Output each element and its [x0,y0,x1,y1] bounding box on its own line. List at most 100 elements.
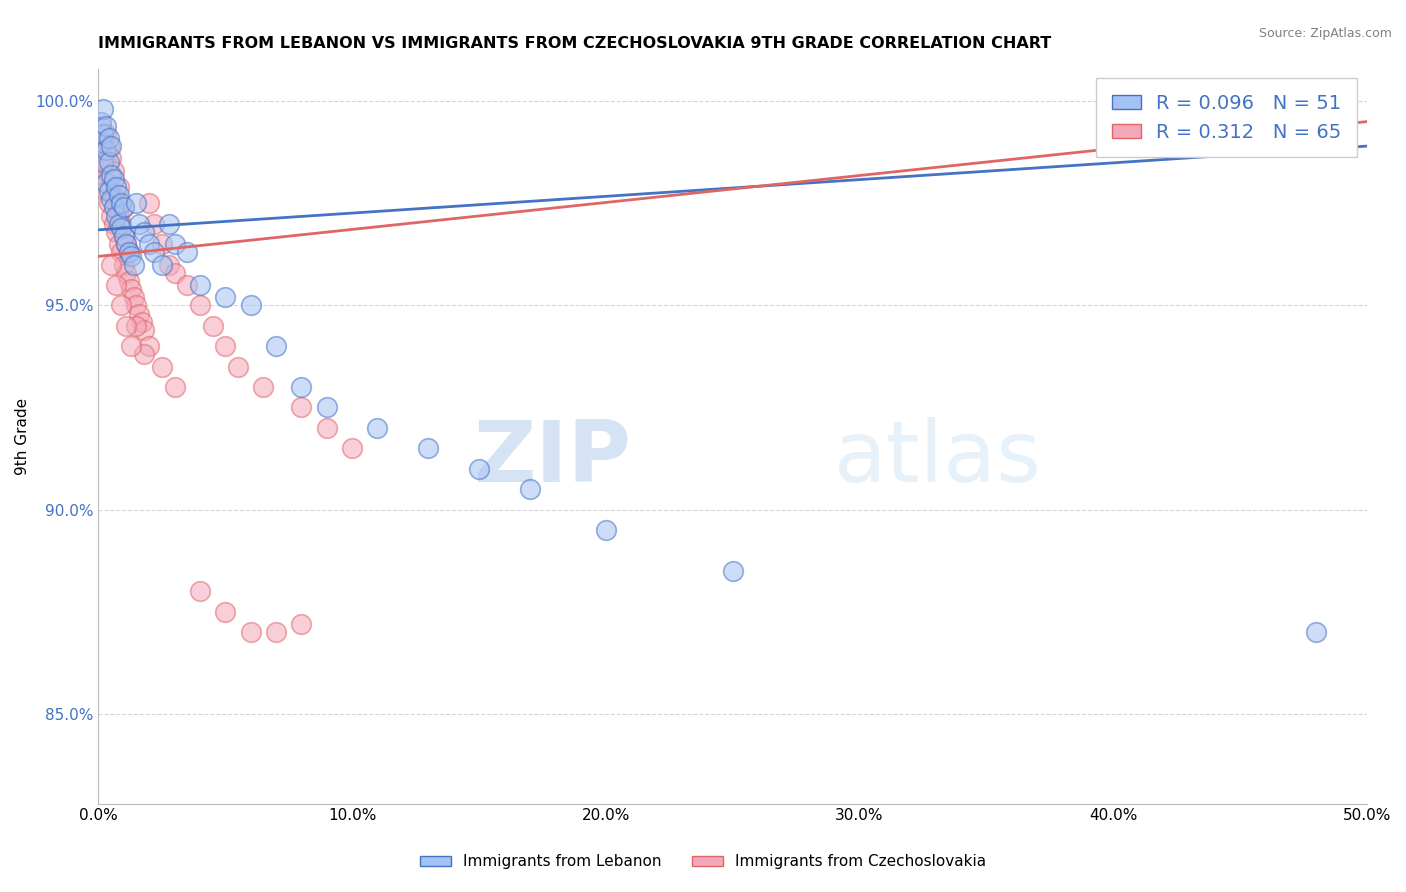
Point [128,307,150,321]
Point [105,196,128,211]
Point [112,229,135,244]
Point [188,277,211,292]
Point [110,217,132,231]
Point [138,196,160,211]
Point [103,217,125,231]
Point [93,127,115,141]
Point [252,380,274,394]
Point [100,258,122,272]
Point [105,277,128,292]
Point [595,523,617,537]
Point [90,135,112,149]
Point [163,237,186,252]
Point [214,605,236,619]
Point [97,155,120,169]
Point [94,143,117,157]
Point [143,217,166,231]
Point [188,298,211,312]
Point [239,298,262,312]
Point [226,359,249,374]
Point [94,127,117,141]
Point [105,225,128,239]
Point [100,209,122,223]
Point [128,217,150,231]
Point [132,225,155,239]
Point [118,274,141,288]
Point [201,318,224,333]
Point [93,135,115,149]
Point [110,196,132,211]
Point [159,217,181,231]
Point [94,184,117,198]
Point [1254,94,1277,108]
Point [90,143,112,157]
Point [120,282,142,296]
Point [176,245,198,260]
Point [90,114,112,128]
Point [118,245,141,260]
Legend: R = 0.096   N = 51, R = 0.312   N = 65: R = 0.096 N = 51, R = 0.312 N = 65 [1097,78,1357,157]
Point [97,139,120,153]
Point [107,180,129,194]
Point [90,119,112,133]
Point [94,155,117,169]
Point [150,359,173,374]
Point [239,625,262,640]
Point [115,266,138,280]
Point [100,152,122,166]
Point [107,217,129,231]
Point [125,298,148,312]
Point [103,163,125,178]
Point [115,237,138,252]
Point [110,245,132,260]
Y-axis label: 9th Grade: 9th Grade [15,398,30,475]
Point [143,245,166,260]
Point [103,200,125,214]
Text: ZIP: ZIP [474,417,631,500]
Point [105,180,128,194]
Point [107,237,129,252]
Point [131,315,153,329]
Text: IMMIGRANTS FROM LEBANON VS IMMIGRANTS FROM CZECHOSLOVAKIA 9TH GRADE CORRELATION : IMMIGRANTS FROM LEBANON VS IMMIGRANTS FR… [98,36,1052,51]
Point [94,176,117,190]
Point [110,220,132,235]
Point [122,258,145,272]
Point [120,249,142,263]
Point [150,237,173,252]
Point [115,237,138,252]
Text: Source: ZipAtlas.com: Source: ZipAtlas.com [1258,27,1392,40]
Point [94,119,117,133]
Point [118,245,141,260]
Point [138,237,160,252]
Point [100,168,122,182]
Point [340,442,363,456]
Point [721,564,744,578]
Point [315,421,337,435]
Point [100,180,122,194]
Point [264,339,287,353]
Point [110,298,132,312]
Point [468,461,491,475]
Point [107,209,129,223]
Point [150,258,173,272]
Point [176,277,198,292]
Point [214,339,236,353]
Point [163,266,186,280]
Point [107,188,129,202]
Point [97,168,120,182]
Point [125,196,148,211]
Point [105,209,128,223]
Point [132,347,155,361]
Point [120,339,142,353]
Point [97,184,120,198]
Point [290,380,312,394]
Point [115,318,138,333]
Point [100,139,122,153]
Point [290,401,312,415]
Point [519,482,541,496]
Point [112,258,135,272]
Point [93,168,115,182]
Point [159,258,181,272]
Point [188,584,211,599]
Point [103,188,125,202]
